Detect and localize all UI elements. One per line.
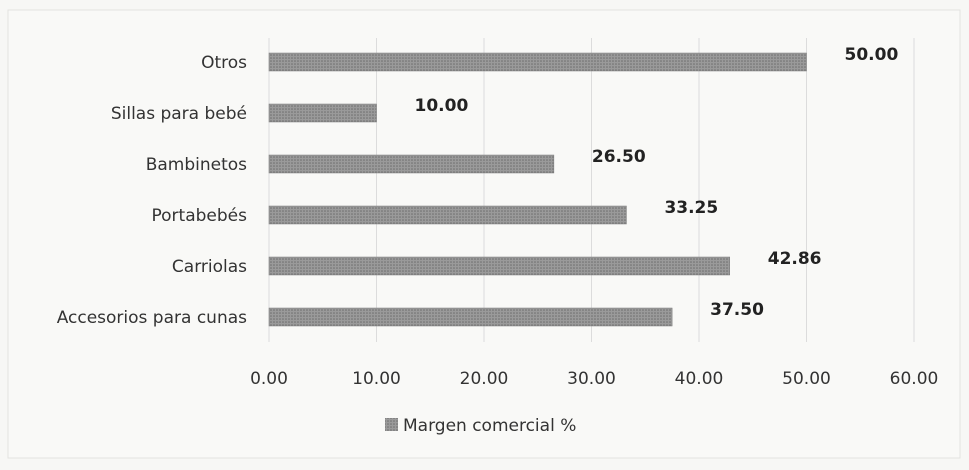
x-tick-labels: 0.00 10.00 20.00 30.00 40.00 50.00 60.00 xyxy=(250,369,938,389)
category-label: Carriolas xyxy=(172,257,247,277)
data-labels: 50.00 10.00 26.50 33.25 42.86 37.50 xyxy=(415,45,899,320)
data-label: 42.86 xyxy=(768,249,822,269)
x-tick-label: 10.00 xyxy=(352,369,401,389)
data-label: 10.00 xyxy=(415,96,469,116)
data-label: 33.25 xyxy=(664,198,718,218)
category-label: Otros xyxy=(201,53,247,73)
x-tick-label: 50.00 xyxy=(782,369,831,389)
bar xyxy=(268,307,673,327)
x-tick-label: 40.00 xyxy=(675,369,724,389)
bar xyxy=(268,205,627,225)
gridlines xyxy=(268,38,915,342)
category-label: Portabebés xyxy=(152,206,248,226)
category-labels: Otros Sillas para bebé Bambinetos Portabebé… xyxy=(57,53,247,328)
bars xyxy=(268,52,807,327)
legend-swatch xyxy=(385,418,398,431)
category-label: Sillas para bebé xyxy=(111,104,247,124)
bar xyxy=(268,103,377,123)
x-tick-label: 30.00 xyxy=(567,369,616,389)
legend-label: Margen comercial % xyxy=(403,416,576,436)
data-label: 26.50 xyxy=(592,147,646,167)
x-tick-label: 20.00 xyxy=(460,369,509,389)
bar xyxy=(268,256,730,276)
legend: Margen comercial % xyxy=(385,416,576,436)
x-tick-label: 60.00 xyxy=(890,369,939,389)
x-tick-label: 0.00 xyxy=(250,369,288,389)
data-label: 37.50 xyxy=(710,300,764,320)
bar xyxy=(268,154,555,174)
data-label: 50.00 xyxy=(845,45,899,65)
category-label: Accesorios para cunas xyxy=(57,308,247,328)
category-label: Bambinetos xyxy=(146,155,247,175)
bar xyxy=(268,52,807,72)
